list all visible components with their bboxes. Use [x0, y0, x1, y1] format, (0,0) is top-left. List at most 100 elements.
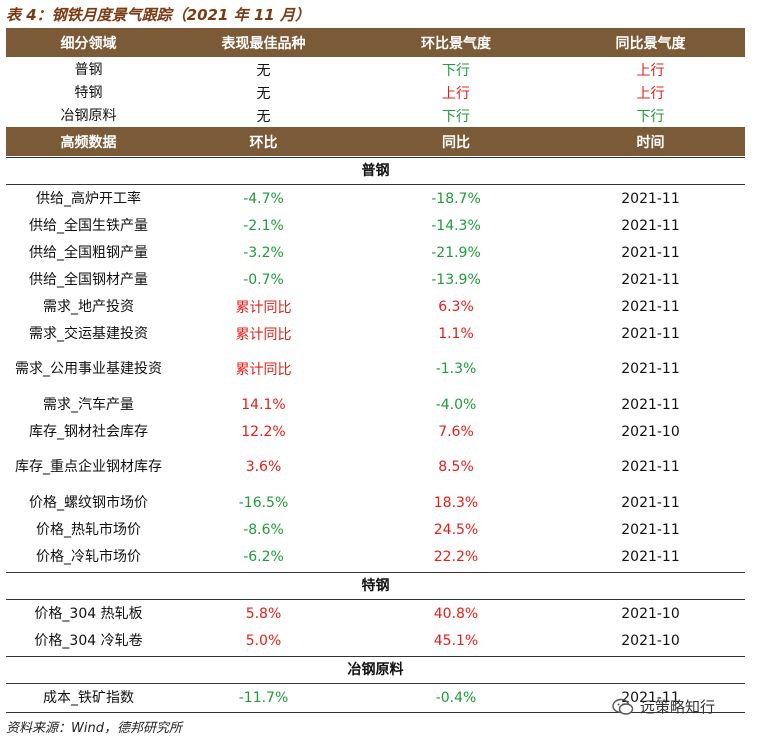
table-title: 表 4：钢铁月度景气跟踪（2021 年 11 月）	[6, 6, 310, 24]
table-row: 需求_汽车产量 14.1% -4.0% 2021-11	[6, 391, 745, 418]
metric-cell: 需求_汽车产量	[43, 396, 134, 413]
mom-cell: -8.6%	[243, 521, 284, 538]
yoy-cell: 8.5%	[438, 459, 474, 475]
yoy-cell: -1.3%	[435, 361, 477, 377]
table-row: 库存_钢材社会库存 12.2% 7.6% 2021-10	[6, 418, 745, 445]
data-table-header: 高频数据 环比 同比 时间	[6, 127, 745, 156]
yoy-cell: -21.9%	[431, 244, 481, 261]
yoy-cell: 7.6%	[438, 423, 474, 440]
metric-cell: 价格_304 热轧板	[34, 605, 143, 622]
table-row: 冶钢原料 无 下行 下行	[6, 104, 745, 127]
date-cell: 2021-11	[621, 271, 680, 288]
yoy-cell: -4.0%	[435, 396, 477, 413]
date-cell: 2021-11	[621, 494, 680, 511]
date-cell: 2021-11	[621, 244, 680, 261]
date-cell: 2021-10	[621, 423, 680, 440]
date-cell: 2021-11	[621, 298, 680, 315]
segment-cell: 普钢	[74, 61, 103, 78]
metric-cell: 库存_重点企业钢材库存	[15, 459, 162, 475]
table-row: 价格_304 热轧板 5.8% 40.8% 2021-10	[6, 600, 745, 627]
metric-cell: 需求_公用事业基建投资	[15, 361, 162, 377]
metric-cell: 库存_钢材社会库存	[29, 423, 148, 440]
yoy-cell: 22.2%	[433, 548, 479, 565]
watermark: 远策略知行	[612, 696, 715, 717]
date-cell: 2021-11	[621, 689, 680, 706]
table-row: 需求_地产投资 累计同比 6.3% 2021-11	[6, 293, 745, 320]
table-row: 库存_重点企业钢材库存 3.6% 8.5% 2021-11	[6, 445, 745, 489]
yoy-cell: -18.7%	[431, 190, 481, 207]
yoy-cell: -0.4%	[435, 689, 477, 706]
metric-cell: 供给_全国钢材产量	[29, 271, 148, 288]
mom-cell: -11.7%	[238, 689, 289, 706]
table-row: 供给_高炉开工率 -4.7% -18.7% 2021-11	[6, 185, 745, 212]
metric-cell: 价格_热轧市场价	[36, 521, 141, 538]
metric-cell: 成本_铁矿指数	[43, 689, 134, 706]
yoy-cell: 上行	[636, 62, 665, 79]
metric-cell: 供给_全国粗钢产量	[29, 244, 148, 261]
header-cell: 时间	[636, 134, 665, 151]
table-row: 特钢 无 上行 上行	[6, 81, 745, 104]
source-note: 资料来源：Wind，德邦研究所	[6, 721, 182, 736]
yoy-cell: -13.9%	[431, 271, 481, 288]
date-cell: 2021-10	[621, 605, 680, 622]
top-table-header: 细分领域 表现最佳品种 环比景气度 同比景气度	[6, 28, 745, 57]
yoy-cell: -14.3%	[431, 217, 481, 234]
yoy-cell: 45.1%	[433, 632, 479, 649]
mom-cell: 下行	[442, 108, 470, 125]
mom-cell: -16.5%	[238, 494, 289, 511]
metric-cell: 供给_高炉开工率	[36, 190, 141, 207]
table-row: 需求_交运基建投资 累计同比 1.1% 2021-11	[6, 320, 745, 347]
header-cell: 同比景气度	[615, 35, 686, 52]
mom-cell: -4.7%	[243, 190, 284, 207]
section-header: 冶钢原料	[6, 656, 745, 684]
date-cell: 2021-11	[621, 217, 680, 234]
mom-cell: 5.0%	[245, 632, 282, 649]
mom-cell: 累计同比	[235, 299, 292, 316]
mom-cell: 累计同比	[235, 326, 292, 343]
table-row: 供给_全国生铁产量 -2.1% -14.3% 2021-11	[6, 212, 745, 239]
mom-cell: 5.8%	[245, 605, 282, 622]
metric-cell: 价格_304 冷轧卷	[34, 632, 143, 649]
table-row: 价格_螺纹钢市场价 -16.5% 18.3% 2021-11	[6, 489, 745, 516]
yoy-cell: 6.3%	[438, 298, 474, 315]
watermark-text: 远策略知行	[640, 698, 716, 716]
metric-cell: 价格_螺纹钢市场价	[29, 494, 148, 511]
header-cell: 同比	[442, 134, 470, 151]
yoy-cell: 下行	[636, 108, 665, 125]
table-bottom-border	[6, 712, 745, 713]
header-cell: 表现最佳品种	[221, 35, 306, 52]
mom-cell: 12.2%	[241, 423, 286, 440]
yoy-cell: 18.3%	[433, 494, 479, 511]
mom-cell: 累计同比	[235, 362, 292, 378]
table-row: 价格_304 冷轧卷 5.0% 45.1% 2021-10	[6, 627, 745, 654]
segment-cell: 冶钢原料	[60, 107, 117, 124]
date-cell: 2021-11	[621, 361, 680, 377]
yoy-cell: 24.5%	[433, 521, 479, 538]
best-cell: 无	[256, 85, 271, 102]
date-cell: 2021-11	[621, 190, 680, 207]
date-cell: 2021-11	[621, 521, 680, 538]
date-cell: 2021-11	[621, 459, 680, 475]
date-cell: 2021-10	[621, 632, 680, 649]
mom-cell: 14.1%	[241, 396, 286, 413]
mom-cell: -2.1%	[243, 217, 284, 234]
header-cell: 高频数据	[60, 134, 117, 151]
date-cell: 2021-11	[621, 325, 680, 342]
header-cell: 环比景气度	[421, 35, 491, 52]
yoy-cell: 上行	[636, 85, 665, 102]
section-header: 特钢	[6, 572, 745, 600]
yoy-cell: 1.1%	[438, 325, 474, 342]
best-cell: 无	[256, 108, 271, 125]
metric-cell: 需求_地产投资	[43, 298, 134, 315]
best-cell: 无	[256, 62, 271, 79]
table-row: 价格_冷轧市场价 -6.2% 22.2% 2021-11	[6, 543, 745, 570]
mom-cell: 下行	[442, 62, 470, 79]
header-cell: 环比	[249, 134, 278, 151]
table-row: 普钢 无 下行 上行	[6, 58, 745, 81]
table-row: 供给_全国钢材产量 -0.7% -13.9% 2021-11	[6, 266, 745, 293]
table-row: 成本_铁矿指数 -11.7% -0.4% 2021-11	[6, 684, 745, 711]
table-row: 需求_公用事业基建投资 累计同比 -1.3% 2021-11	[6, 347, 745, 391]
header-cell: 细分领域	[60, 35, 117, 52]
metric-cell: 需求_交运基建投资	[29, 325, 148, 342]
date-cell: 2021-11	[621, 396, 680, 413]
